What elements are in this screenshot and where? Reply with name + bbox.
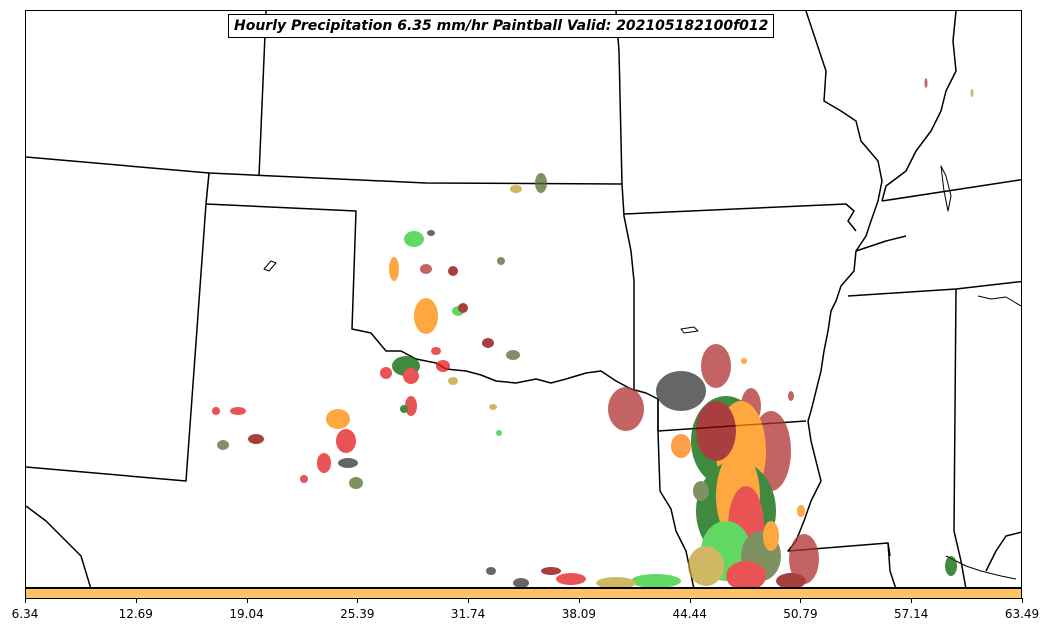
lake-outline [977,295,1021,307]
state-boundary [953,288,967,587]
state-boundary [657,430,695,587]
map-title: Hourly Precipitation 6.35 mm/hr Paintbal… [228,14,775,38]
state-boundary [623,203,857,232]
state-boundary [881,11,957,202]
colorbar [25,588,1022,599]
colorbar-tick-label: 50.79 [783,607,818,621]
colorbar-tick [578,598,580,603]
state-boundary [887,542,891,557]
state-boundary [881,179,1021,202]
colorbar-tick [800,598,802,603]
river-outline [945,555,1017,580]
state-boundary [205,203,659,400]
state-boundary [26,505,92,587]
state-boundary [26,156,623,185]
state-boundary [26,172,210,482]
lake-outline [263,260,277,272]
colorbar-tick [25,598,26,603]
colorbar-tick-label: 19.04 [229,607,264,621]
state-boundary [985,531,1021,572]
colorbar-tick [357,598,359,603]
colorbar-tick-label: 44.44 [672,607,707,621]
colorbar-tick-label: 38.09 [561,607,597,621]
precipitation-blobs [212,78,974,587]
state-boundary [787,420,897,587]
map-panel [25,10,1022,588]
colorbar-tick-label: 63.49 [1004,607,1040,621]
colorbar-tick-label: 57.14 [894,607,929,621]
colorbar-tick [689,598,691,603]
colorbar-tick [1022,598,1023,603]
lake-outline [940,165,952,212]
colorbar-tick-label: 25.39 [340,607,375,621]
colorbar-tick [468,598,470,603]
state-boundary [805,11,883,422]
colorbar-tick-label: 6.34 [11,607,39,621]
state-boundary [847,280,1021,297]
colorbar-tick [135,598,137,603]
colorbar-tick [246,598,248,603]
state-boundary [621,183,635,391]
state-boundary [258,11,267,177]
colorbar-tick [911,598,913,603]
state-boundary [855,235,907,252]
colorbar-ticks: 6.34 12.69 19.04 25.39 31.74 38.09 44.44 50.79 5… [0,598,1053,633]
colorbar-tick-label: 12.69 [118,607,153,621]
precipitation-map [26,11,1021,587]
colorbar-tick-label: 31.74 [450,607,486,621]
lake-outline [680,326,699,334]
